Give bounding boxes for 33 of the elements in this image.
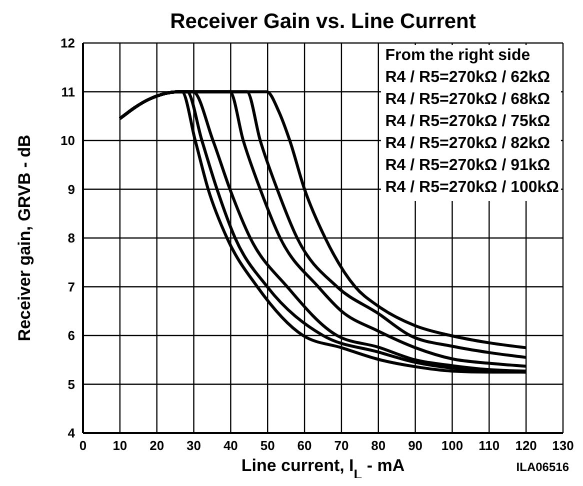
annotation: R4 / R5=270kΩ / 62kΩ	[385, 69, 550, 86]
y-tick-label: 10	[60, 133, 75, 148]
annotation: R4 / R5=270kΩ / 82kΩ	[385, 135, 550, 152]
x-tick-label: 60	[297, 438, 312, 454]
chart-title: Receiver Gain vs. Line Current	[170, 10, 476, 33]
x-tick-label: 120	[515, 438, 537, 454]
x-tick-label: 130	[552, 438, 574, 454]
y-tick-label: 11	[61, 84, 75, 100]
x-tick-label: 20	[150, 438, 164, 454]
y-tick-label: 8	[68, 230, 75, 246]
y-tick-label: 7	[68, 279, 75, 294]
x-tick-label: 10	[112, 438, 128, 454]
x-tick-label: 0	[79, 438, 87, 454]
x-tick-label: 40	[223, 438, 238, 454]
x-tick-label: 100	[441, 438, 464, 454]
y-tick-label: 12	[60, 36, 75, 51]
annotation: R4 / R5=270kΩ / 91kΩ	[385, 157, 550, 174]
annotation: R4 / R5=270kΩ / 100kΩ	[385, 179, 559, 196]
x-tick-label: 30	[186, 438, 202, 454]
x-tick-label: 80	[371, 438, 386, 454]
y-tick-label: 5	[68, 376, 75, 392]
y-axis-title: Receiver gain, GRVB - dB	[15, 134, 34, 342]
x-tick-label: 90	[408, 438, 423, 454]
annotation: From the right side	[385, 47, 530, 64]
annotation: R4 / R5=270kΩ / 68kΩ	[385, 91, 550, 108]
x-tick-label: 110	[478, 438, 500, 454]
x-tick-label: 70	[334, 438, 349, 454]
y-tick-label: 6	[68, 328, 75, 344]
y-tick-label: 4	[68, 426, 76, 441]
y-tick-label: 9	[68, 182, 75, 197]
annotation: R4 / R5=270kΩ / 75kΩ	[385, 113, 550, 130]
x-tick-label: 50	[260, 438, 275, 454]
text: ILA06516	[516, 460, 569, 474]
